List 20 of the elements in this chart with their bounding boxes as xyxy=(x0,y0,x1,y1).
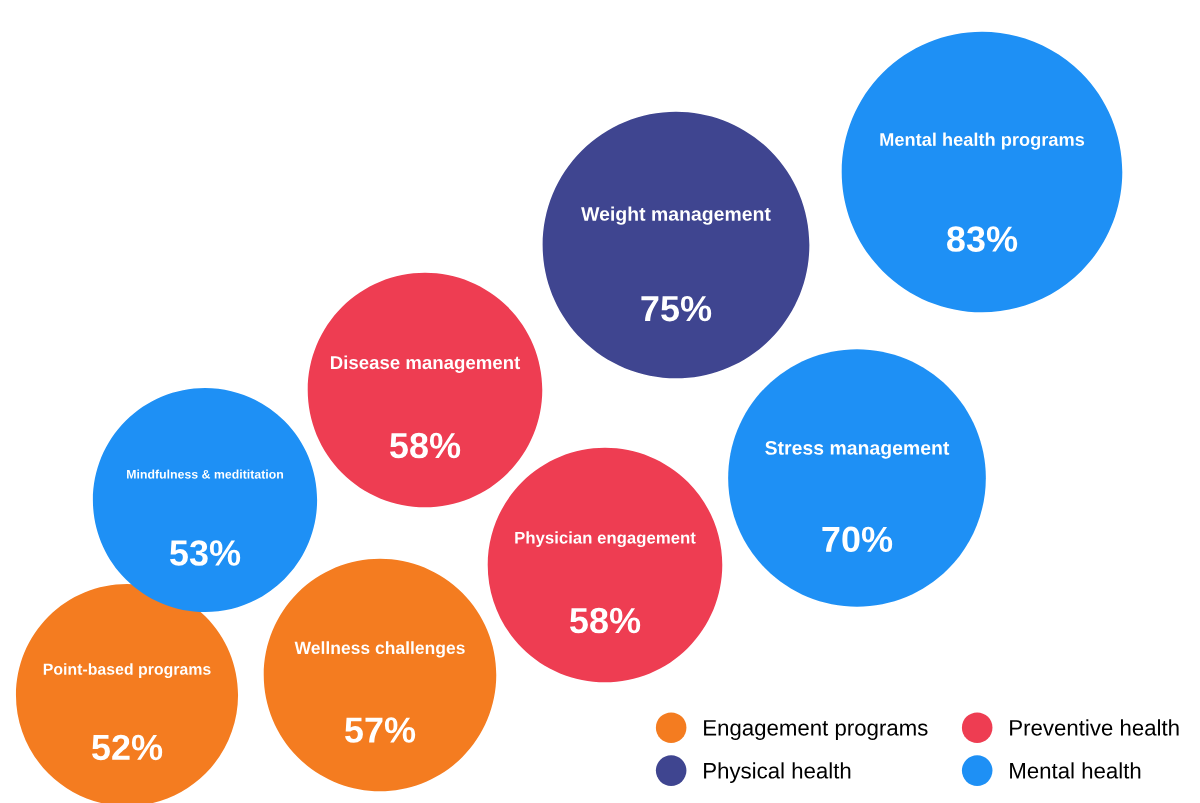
category-label: Wellness challenges xyxy=(294,641,465,658)
category-label: Stress management xyxy=(765,441,950,459)
data-label: 53% xyxy=(169,540,241,566)
legend-label: Mental health xyxy=(1010,762,1141,779)
data-label: 58% xyxy=(389,432,461,459)
data-label: 75% xyxy=(641,295,712,322)
data-label: 57% xyxy=(344,717,416,743)
category-label: Disease management xyxy=(330,355,521,373)
category-label: Mental health programs xyxy=(880,132,1085,150)
category-label: Point-based programs xyxy=(43,663,211,678)
category-label: Physician engagement xyxy=(515,531,696,548)
data-label: 58% xyxy=(569,607,641,634)
data-label: 83% xyxy=(947,226,1018,252)
legend-label: Engagement programs xyxy=(704,720,928,741)
category-label: Weight management xyxy=(581,206,771,225)
data-label: 52% xyxy=(91,734,163,761)
legend-label: Physical health xyxy=(704,762,851,783)
data-label: 70% xyxy=(822,526,893,553)
legend-label: Preventive health xyxy=(1010,719,1179,736)
category-label: Mindfulness & medititation xyxy=(127,469,284,479)
